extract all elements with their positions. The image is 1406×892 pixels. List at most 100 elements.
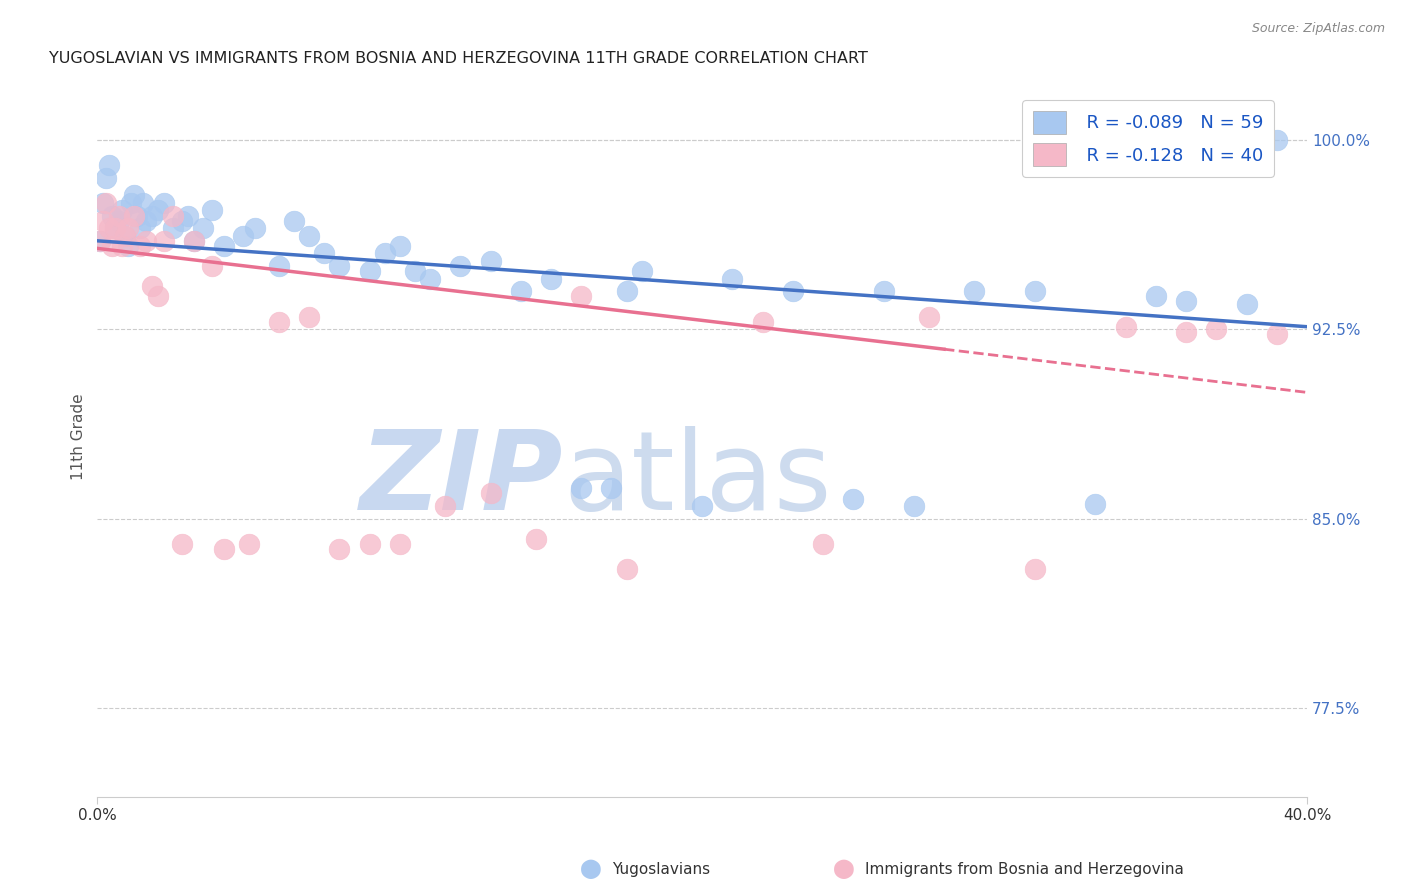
- Point: [1115, 319, 1137, 334]
- Point: [918, 310, 941, 324]
- Point: [600, 482, 623, 496]
- Point: [114, 228, 136, 243]
- Point: [419, 271, 441, 285]
- Point: [238, 537, 260, 551]
- Point: [298, 228, 321, 243]
- Point: [93, 213, 115, 227]
- Point: [267, 315, 290, 329]
- Point: [101, 239, 124, 253]
- Point: [146, 289, 169, 303]
- Point: [104, 221, 127, 235]
- Point: [388, 537, 411, 551]
- Point: [114, 228, 136, 243]
- Point: [479, 486, 502, 500]
- Point: [1175, 325, 1198, 339]
- Point: [117, 239, 139, 253]
- Point: [162, 221, 184, 235]
- Point: [120, 195, 142, 210]
- Point: [872, 285, 894, 299]
- Point: [811, 537, 834, 551]
- Point: [1175, 294, 1198, 309]
- Point: [104, 221, 127, 235]
- Point: [110, 239, 132, 253]
- Point: [107, 209, 129, 223]
- Point: [231, 228, 253, 243]
- Point: [1144, 289, 1167, 303]
- Point: [616, 562, 638, 576]
- Text: Yugoslavians: Yugoslavians: [612, 863, 710, 877]
- Point: [283, 213, 305, 227]
- Point: [170, 213, 193, 227]
- Point: [177, 209, 200, 223]
- Text: ⬤: ⬤: [579, 860, 602, 880]
- Point: [298, 310, 321, 324]
- Point: [616, 285, 638, 299]
- Point: [122, 209, 145, 223]
- Point: [141, 279, 163, 293]
- Point: [388, 239, 411, 253]
- Point: [128, 239, 150, 253]
- Point: [162, 209, 184, 223]
- Point: [903, 499, 925, 513]
- Point: [524, 532, 547, 546]
- Point: [630, 264, 652, 278]
- Point: [540, 271, 562, 285]
- Point: [117, 221, 139, 235]
- Text: Immigrants from Bosnia and Herzegovina: Immigrants from Bosnia and Herzegovina: [865, 863, 1184, 877]
- Point: [1205, 322, 1227, 336]
- Legend:   R = -0.089   N = 59,   R = -0.128   N = 40: R = -0.089 N = 59, R = -0.128 N = 40: [1022, 100, 1274, 178]
- Point: [201, 259, 224, 273]
- Point: [153, 234, 176, 248]
- Point: [569, 289, 592, 303]
- Point: [1265, 327, 1288, 342]
- Point: [193, 221, 215, 235]
- Point: [101, 209, 124, 223]
- Point: [509, 285, 531, 299]
- Point: [314, 246, 336, 260]
- Point: [434, 499, 457, 513]
- Point: [1024, 562, 1046, 576]
- Point: [214, 239, 236, 253]
- Point: [690, 499, 713, 513]
- Point: [359, 264, 381, 278]
- Point: [132, 195, 155, 210]
- Point: [1084, 497, 1107, 511]
- Point: [782, 285, 804, 299]
- Point: [89, 234, 111, 248]
- Point: [328, 542, 350, 557]
- Point: [1236, 297, 1258, 311]
- Point: [214, 542, 236, 557]
- Text: Source: ZipAtlas.com: Source: ZipAtlas.com: [1251, 22, 1385, 36]
- Point: [96, 195, 118, 210]
- Point: [135, 234, 157, 248]
- Point: [963, 285, 986, 299]
- Point: [721, 271, 744, 285]
- Point: [128, 221, 150, 235]
- Point: [98, 221, 121, 235]
- Text: ⬤: ⬤: [832, 860, 855, 880]
- Point: [404, 264, 426, 278]
- Point: [328, 259, 350, 273]
- Point: [479, 254, 502, 268]
- Point: [842, 491, 865, 506]
- Point: [170, 537, 193, 551]
- Point: [98, 158, 121, 172]
- Point: [153, 195, 176, 210]
- Point: [183, 234, 205, 248]
- Point: [374, 246, 396, 260]
- Point: [89, 234, 111, 248]
- Point: [110, 203, 132, 218]
- Point: [243, 221, 266, 235]
- Point: [1024, 285, 1046, 299]
- Point: [1265, 133, 1288, 147]
- Point: [183, 234, 205, 248]
- Point: [359, 537, 381, 551]
- Point: [141, 209, 163, 223]
- Point: [751, 315, 773, 329]
- Text: ZIP: ZIP: [360, 426, 562, 533]
- Y-axis label: 11th Grade: 11th Grade: [72, 393, 86, 480]
- Point: [267, 259, 290, 273]
- Point: [96, 170, 118, 185]
- Point: [146, 203, 169, 218]
- Point: [93, 195, 115, 210]
